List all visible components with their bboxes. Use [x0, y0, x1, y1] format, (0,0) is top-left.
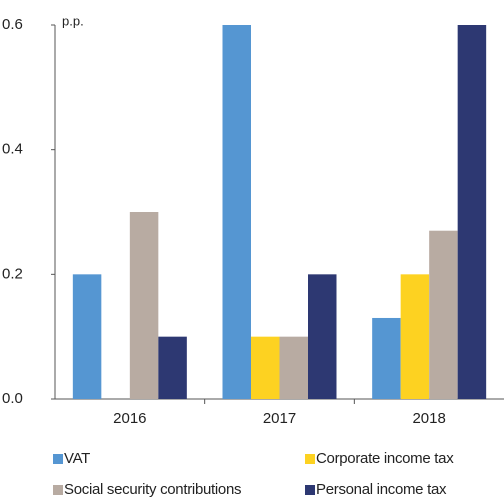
bar	[279, 336, 308, 399]
y-tick-label: 0.2	[2, 265, 23, 282]
legend-label: VAT	[64, 450, 90, 467]
bar	[457, 25, 487, 399]
legend-label: Personal income tax	[316, 481, 447, 498]
bar	[400, 274, 430, 399]
y-tick-label: 0.4	[2, 141, 23, 158]
unit-annotation: p.p.	[62, 13, 84, 28]
x-tick-label: 2016	[113, 410, 146, 427]
bar	[308, 274, 337, 399]
legend-swatch	[53, 454, 63, 464]
bar	[72, 274, 102, 399]
y-tick-label: 0.6	[2, 16, 23, 33]
bar	[429, 230, 458, 399]
bar	[129, 212, 159, 399]
legend-swatch	[305, 454, 315, 464]
bar	[251, 336, 280, 399]
bar	[222, 25, 251, 399]
x-tick-label: 2017	[263, 410, 296, 427]
bar	[372, 317, 401, 399]
legend-swatch	[305, 485, 315, 495]
x-tick-label: 2018	[412, 410, 445, 427]
legend-swatch	[53, 485, 63, 495]
y-tick-label: 0.0	[2, 390, 23, 407]
legend-label: Social security contributions	[64, 481, 241, 498]
legend-label: Corporate income tax	[316, 450, 454, 467]
bar	[158, 336, 187, 399]
